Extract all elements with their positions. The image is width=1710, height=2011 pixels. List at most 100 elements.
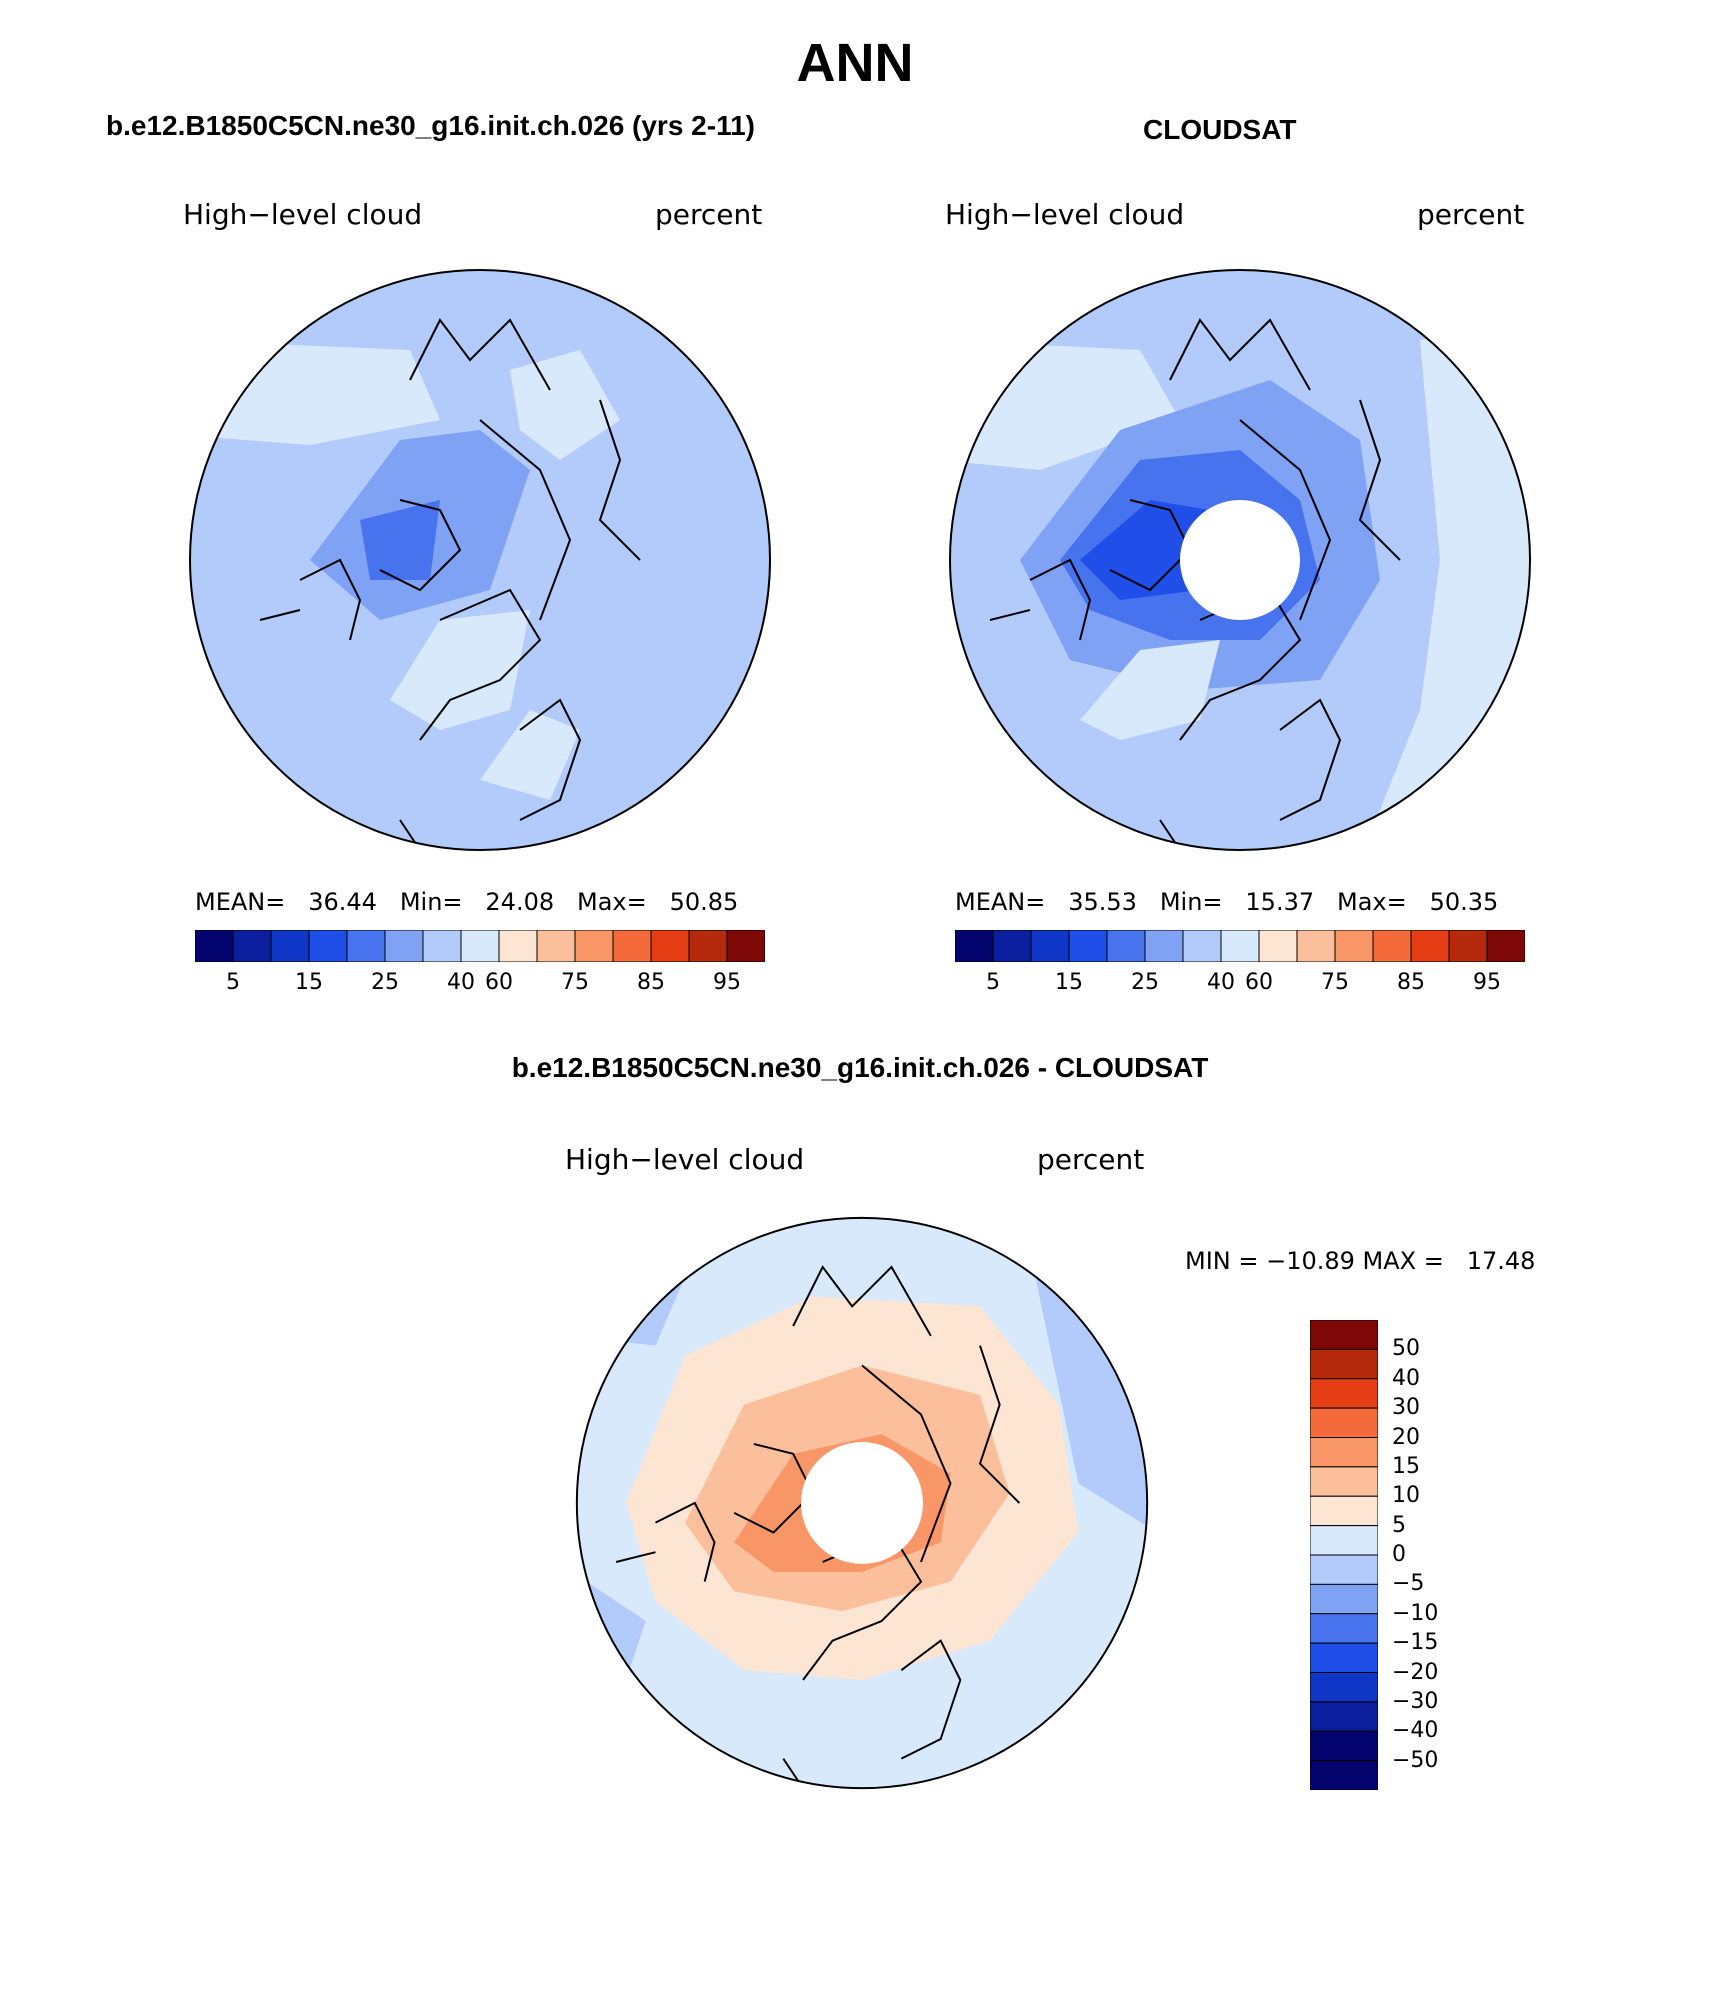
colorbar-tick-label: 15 [1055,970,1083,995]
colorbar-swatch [688,930,728,962]
colorbar-swatch [1310,1672,1378,1703]
panel2-colorbar-ticks: 5 15 25 40 60 75 85 95 [955,970,1525,1000]
panel3-polar-map [575,1216,1149,1790]
colorbar-swatch [346,930,386,962]
colorbar-swatch [1310,1583,1378,1615]
colorbar-swatch [955,930,994,962]
colorbar-tick-label: −15 [1392,1630,1439,1656]
colorbar-swatch [460,930,500,962]
colorbar-swatch [1310,1613,1378,1644]
colorbar-swatch [1310,1437,1378,1468]
panel1-polar-map [189,269,771,851]
colorbar-swatch [195,930,234,962]
colorbar-tick-label: 60 [485,970,513,995]
colorbar-swatch [422,930,462,962]
colorbar-tick-label: 5 [1392,1512,1406,1538]
colorbar-swatch [992,930,1032,962]
panel2-stats: MEAN= 35.53 Min= 15.37 Max= 50.35 [955,888,1499,916]
panel2-light-region [1080,640,1220,740]
colorbar-swatch [1182,930,1222,962]
colorbar-tick-label: 0 [1392,1542,1406,1567]
colorbar-swatch [1310,1348,1378,1380]
panel3-title: b.e12.B1850C5CN.ne30_g16.init.ch.026 - C… [511,1052,1209,1083]
colorbar-tick-label: 40 [447,970,475,995]
panel1-dark-region [360,500,440,580]
colorbar-swatch [574,930,614,962]
colorbar-tick-label: 75 [561,970,589,995]
colorbar-swatch [498,930,538,962]
colorbar-swatch [1068,930,1108,962]
panel3-stats: MIN = −10.89 MAX = 17.48 [1185,1247,1536,1275]
colorbar-swatch [1410,930,1450,962]
panel2-variable-label: High−level cloud [945,198,1185,231]
colorbar-tick-label: 95 [1473,970,1501,995]
colorbar-tick-label: 20 [1392,1424,1420,1450]
panel2-units-label: percent [1417,198,1525,231]
page-title: ANN [796,33,914,93]
colorbar-swatch [536,930,576,962]
colorbar-swatch [726,930,765,962]
colorbar-tick-label: 60 [1245,970,1273,995]
colorbar-swatch [1310,1554,1378,1585]
panel2-map-border [949,269,1531,851]
colorbar-tick-label: −30 [1392,1688,1439,1714]
colorbar-swatch [1310,1495,1378,1527]
panel3-colorbar [1310,1320,1378,1790]
panel1-stats: MEAN= 36.44 Min= 24.08 Max= 50.85 [195,888,739,916]
panel3-map-border [575,1216,1149,1790]
colorbar-tick-label: 25 [1131,970,1159,995]
colorbar-swatch [1334,930,1374,962]
panel3-colorbar-ticks: 50 40 30 20 15 10 5 0 −5 −10 −15 −20 −30 −40 −50 [1392,1320,1472,1790]
colorbar-swatch [1372,930,1412,962]
colorbar-swatch [270,930,310,962]
colorbar-tick-label: 85 [637,970,665,995]
colorbar-tick-label: −10 [1392,1600,1439,1626]
panel3-variable-label: High−level cloud [565,1143,805,1176]
colorbar-swatch [1486,930,1525,962]
colorbar-tick-label: 75 [1321,970,1349,995]
colorbar-swatch [1310,1378,1378,1409]
colorbar-tick-label: 95 [713,970,741,995]
colorbar-tick-label: −50 [1392,1747,1439,1773]
panel1-colorbar-ticks: 5 15 25 40 60 75 85 95 [195,970,765,1000]
colorbar-tick-label: 30 [1392,1395,1420,1421]
panel2-polar-map [949,269,1531,851]
colorbar-swatch [308,930,348,962]
panel1-light-region [480,710,580,800]
colorbar-swatch [1310,1730,1378,1762]
panel1-units-label: percent [655,198,763,231]
panel1-colorbar [195,930,765,962]
panel1-variable-label: High−level cloud [183,198,423,231]
colorbar-swatch [650,930,690,962]
colorbar-swatch [1310,1642,1378,1673]
panel1-light-region [510,350,620,460]
panel1-light-region [390,610,530,730]
colorbar-tick-label: −40 [1392,1718,1439,1744]
colorbar-swatch [1258,930,1298,962]
panel1-coastlines [259,318,641,850]
colorbar-tick-label: 5 [986,970,1000,995]
panel3-polar-data-gap [801,1442,923,1564]
colorbar-swatch [1106,930,1146,962]
colorbar-swatch [1310,1525,1378,1556]
colorbar-swatch [1310,1466,1378,1497]
colorbar-swatch [1448,930,1488,962]
colorbar-tick-label: 15 [1392,1453,1420,1479]
colorbar-tick-label: 10 [1392,1483,1420,1509]
panel2-colorbar [955,930,1525,962]
colorbar-swatch [1030,930,1070,962]
colorbar-tick-label: −5 [1392,1571,1425,1597]
panel2-polar-data-gap [1180,500,1300,620]
colorbar-swatch [1220,930,1260,962]
colorbar-tick-label: 15 [295,970,323,995]
colorbar-swatch [384,930,424,962]
colorbar-swatch [1310,1320,1378,1350]
panel2-title: CLOUDSAT [1143,114,1297,145]
colorbar-tick-label: 25 [371,970,399,995]
colorbar-tick-label: 40 [1207,970,1235,995]
colorbar-swatch [1310,1407,1378,1438]
colorbar-swatch [612,930,652,962]
colorbar-tick-label: −20 [1392,1659,1439,1685]
panel1-title: b.e12.B1850C5CN.ne30_g16.init.ch.026 (yr… [106,110,756,141]
colorbar-tick-label: 40 [1392,1365,1420,1391]
